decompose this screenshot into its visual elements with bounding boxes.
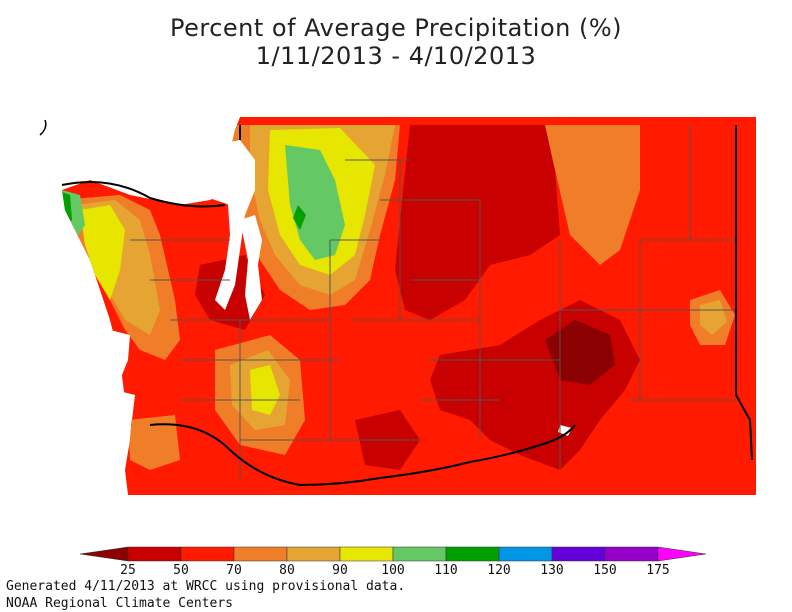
field-120-130-spot [293, 205, 306, 230]
legend-tick-label: 130 [540, 563, 564, 578]
footer: Generated 4/11/2013 at WRCC using provis… [6, 578, 405, 612]
legend-tick-label: 100 [381, 563, 405, 578]
footer-generated: Generated 4/11/2013 at WRCC using provis… [6, 579, 406, 594]
field-80-90-southwest [128, 415, 180, 470]
precipitation-map [38, 117, 756, 495]
border-idaho [735, 125, 753, 461]
legend-tick-label: 70 [226, 563, 242, 578]
legend-tick-label: 150 [593, 563, 617, 578]
strait-of-juan-de-fuca [38, 117, 240, 205]
legend-tick-label: 25 [120, 563, 136, 578]
puget-sound [215, 140, 255, 310]
field-90-100-spokane-core [700, 300, 727, 335]
legend-bin-3 [233, 546, 288, 562]
state-border [61, 125, 753, 487]
legend-bin-1 [127, 546, 182, 562]
legend-bin-2 [180, 546, 235, 562]
county-lines-central [330, 159, 560, 401]
legend-tick-label: 110 [434, 563, 458, 578]
legend-tick-label: 90 [332, 563, 348, 578]
legend-tick-label: 120 [487, 563, 511, 578]
county-lines-verticals [239, 160, 401, 480]
legend-bin-4 [286, 546, 341, 562]
pacific-ocean [38, 230, 128, 495]
field-80-90-northeast [545, 125, 640, 265]
field-110-120-north [285, 145, 345, 260]
legend-bin-9 [551, 546, 606, 562]
river-spot [558, 425, 572, 436]
grays-harbor [110, 330, 130, 385]
legend-bar [80, 546, 707, 562]
border-strait [61, 180, 226, 208]
county-lines-east [479, 125, 736, 470]
legend-tick-label: 50 [173, 563, 189, 578]
field-50-70-north [395, 125, 560, 320]
field-100-110-coast [80, 205, 125, 300]
legend-tick-label: 80 [279, 563, 295, 578]
title-line-1: Percent of Average Precipitation (%) [169, 14, 623, 42]
field-100-110-rainier [250, 365, 280, 415]
water-bodies [38, 117, 572, 495]
title-line-2: 1/11/2013 - 4/10/2013 [255, 42, 537, 70]
legend-bin-11 [657, 546, 707, 562]
legend-tick-label: 175 [646, 563, 670, 578]
map-title: Percent of Average Precipitation (%) 1/1… [0, 14, 792, 70]
legend-bin-7 [445, 546, 500, 562]
legend-bin-0 [80, 546, 129, 562]
footer-source: NOAA Regional Climate Centers [6, 596, 233, 611]
legend-bin-6 [392, 546, 447, 562]
legend-bins [80, 546, 707, 562]
field-25-50-core [545, 320, 615, 385]
legend-bin-8 [498, 546, 553, 562]
puget-sound-south [240, 215, 262, 320]
county-lines-west [130, 239, 420, 441]
border-columbia-river [149, 423, 576, 487]
legend-bin-5 [339, 546, 394, 562]
willapa-bay [115, 390, 135, 425]
legend-bin-10 [604, 546, 659, 562]
county-lines [130, 125, 736, 480]
vancouver-island-tip [39, 119, 47, 136]
